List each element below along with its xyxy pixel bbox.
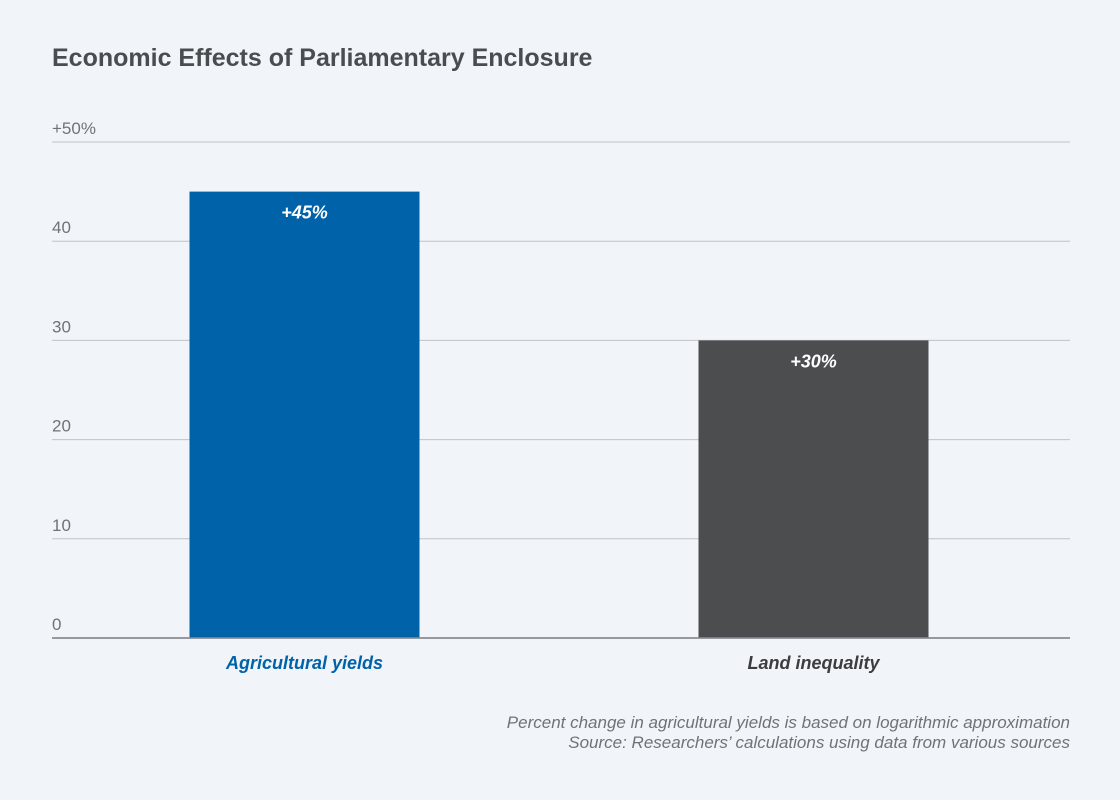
chart-source: Source: Researchers’ calculations using … (568, 733, 1070, 752)
x-tick-label: Land inequality (747, 653, 880, 673)
y-tick-label: 20 (52, 417, 71, 436)
x-tick-label: Agricultural yields (225, 653, 383, 673)
bar (189, 191, 420, 638)
y-tick-label: +50% (52, 119, 96, 138)
bar (698, 340, 929, 638)
bar-value-label: +45% (281, 203, 328, 223)
bar-value-label: +30% (790, 351, 837, 371)
y-tick-label: 40 (52, 218, 71, 237)
y-tick-label: 0 (52, 615, 61, 634)
x-axis-labels: Agricultural yields Land inequality (225, 653, 881, 673)
chart-note: Percent change in agricultural yields is… (507, 713, 1070, 732)
y-tick-label: 30 (52, 317, 71, 336)
y-tick-label: 10 (52, 516, 71, 535)
chart-title: Economic Effects of Parliamentary Enclos… (52, 44, 593, 72)
bars: +45% +30% (189, 191, 929, 638)
